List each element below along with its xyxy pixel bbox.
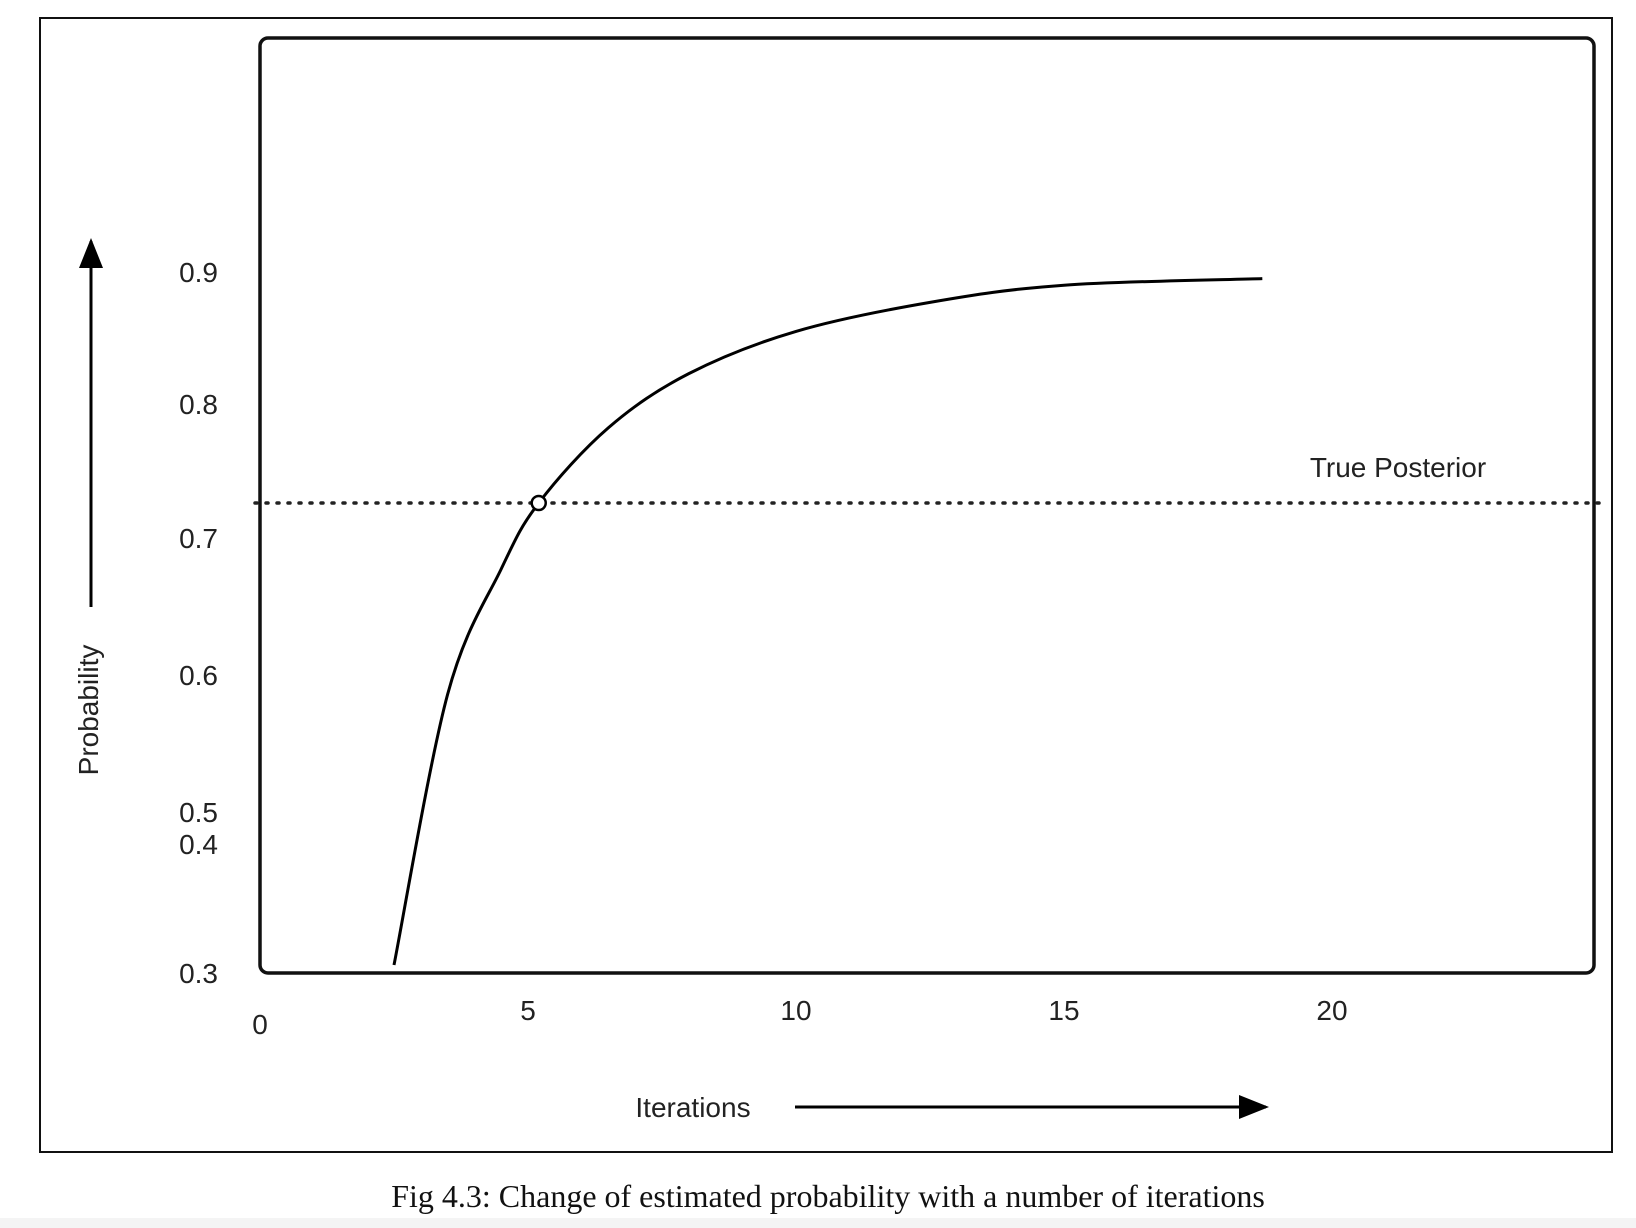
y-tick-label: 0.5 xyxy=(179,797,218,828)
true-posterior-label: True Posterior xyxy=(1310,452,1486,483)
y-tick-label: 0.9 xyxy=(179,257,218,288)
y-tick-label: 0.4 xyxy=(179,829,218,860)
plot-area xyxy=(258,36,1596,975)
figure-frame xyxy=(39,17,1613,1153)
y-tick-labels: 0.9 0.8 0.7 0.6 0.50.4 0.3 xyxy=(179,257,218,989)
x-tick-labels: 0 5 10 15 20 xyxy=(252,995,1347,1040)
y-tick-label: 0.7 xyxy=(179,523,218,554)
x-tick-label: 0 xyxy=(252,1009,268,1040)
y-tick-label: 0.3 xyxy=(179,958,218,989)
series-line xyxy=(392,277,1263,966)
y-axis-label: Probability xyxy=(73,645,104,776)
x-tick-label: 15 xyxy=(1048,995,1079,1026)
y-tick-label: 0.6 xyxy=(179,660,218,691)
x-axis-label: Iterations xyxy=(635,1092,750,1123)
x-tick-label: 20 xyxy=(1316,995,1347,1026)
intersection-marker xyxy=(530,494,547,512)
y-tick-label: 0.8 xyxy=(179,389,218,420)
x-tick-label: 5 xyxy=(520,995,536,1026)
x-tick-label: 10 xyxy=(780,995,811,1026)
footer-band xyxy=(0,1218,1636,1228)
figure-caption: Fig 4.3: Change of estimated probability… xyxy=(391,1178,1265,1214)
